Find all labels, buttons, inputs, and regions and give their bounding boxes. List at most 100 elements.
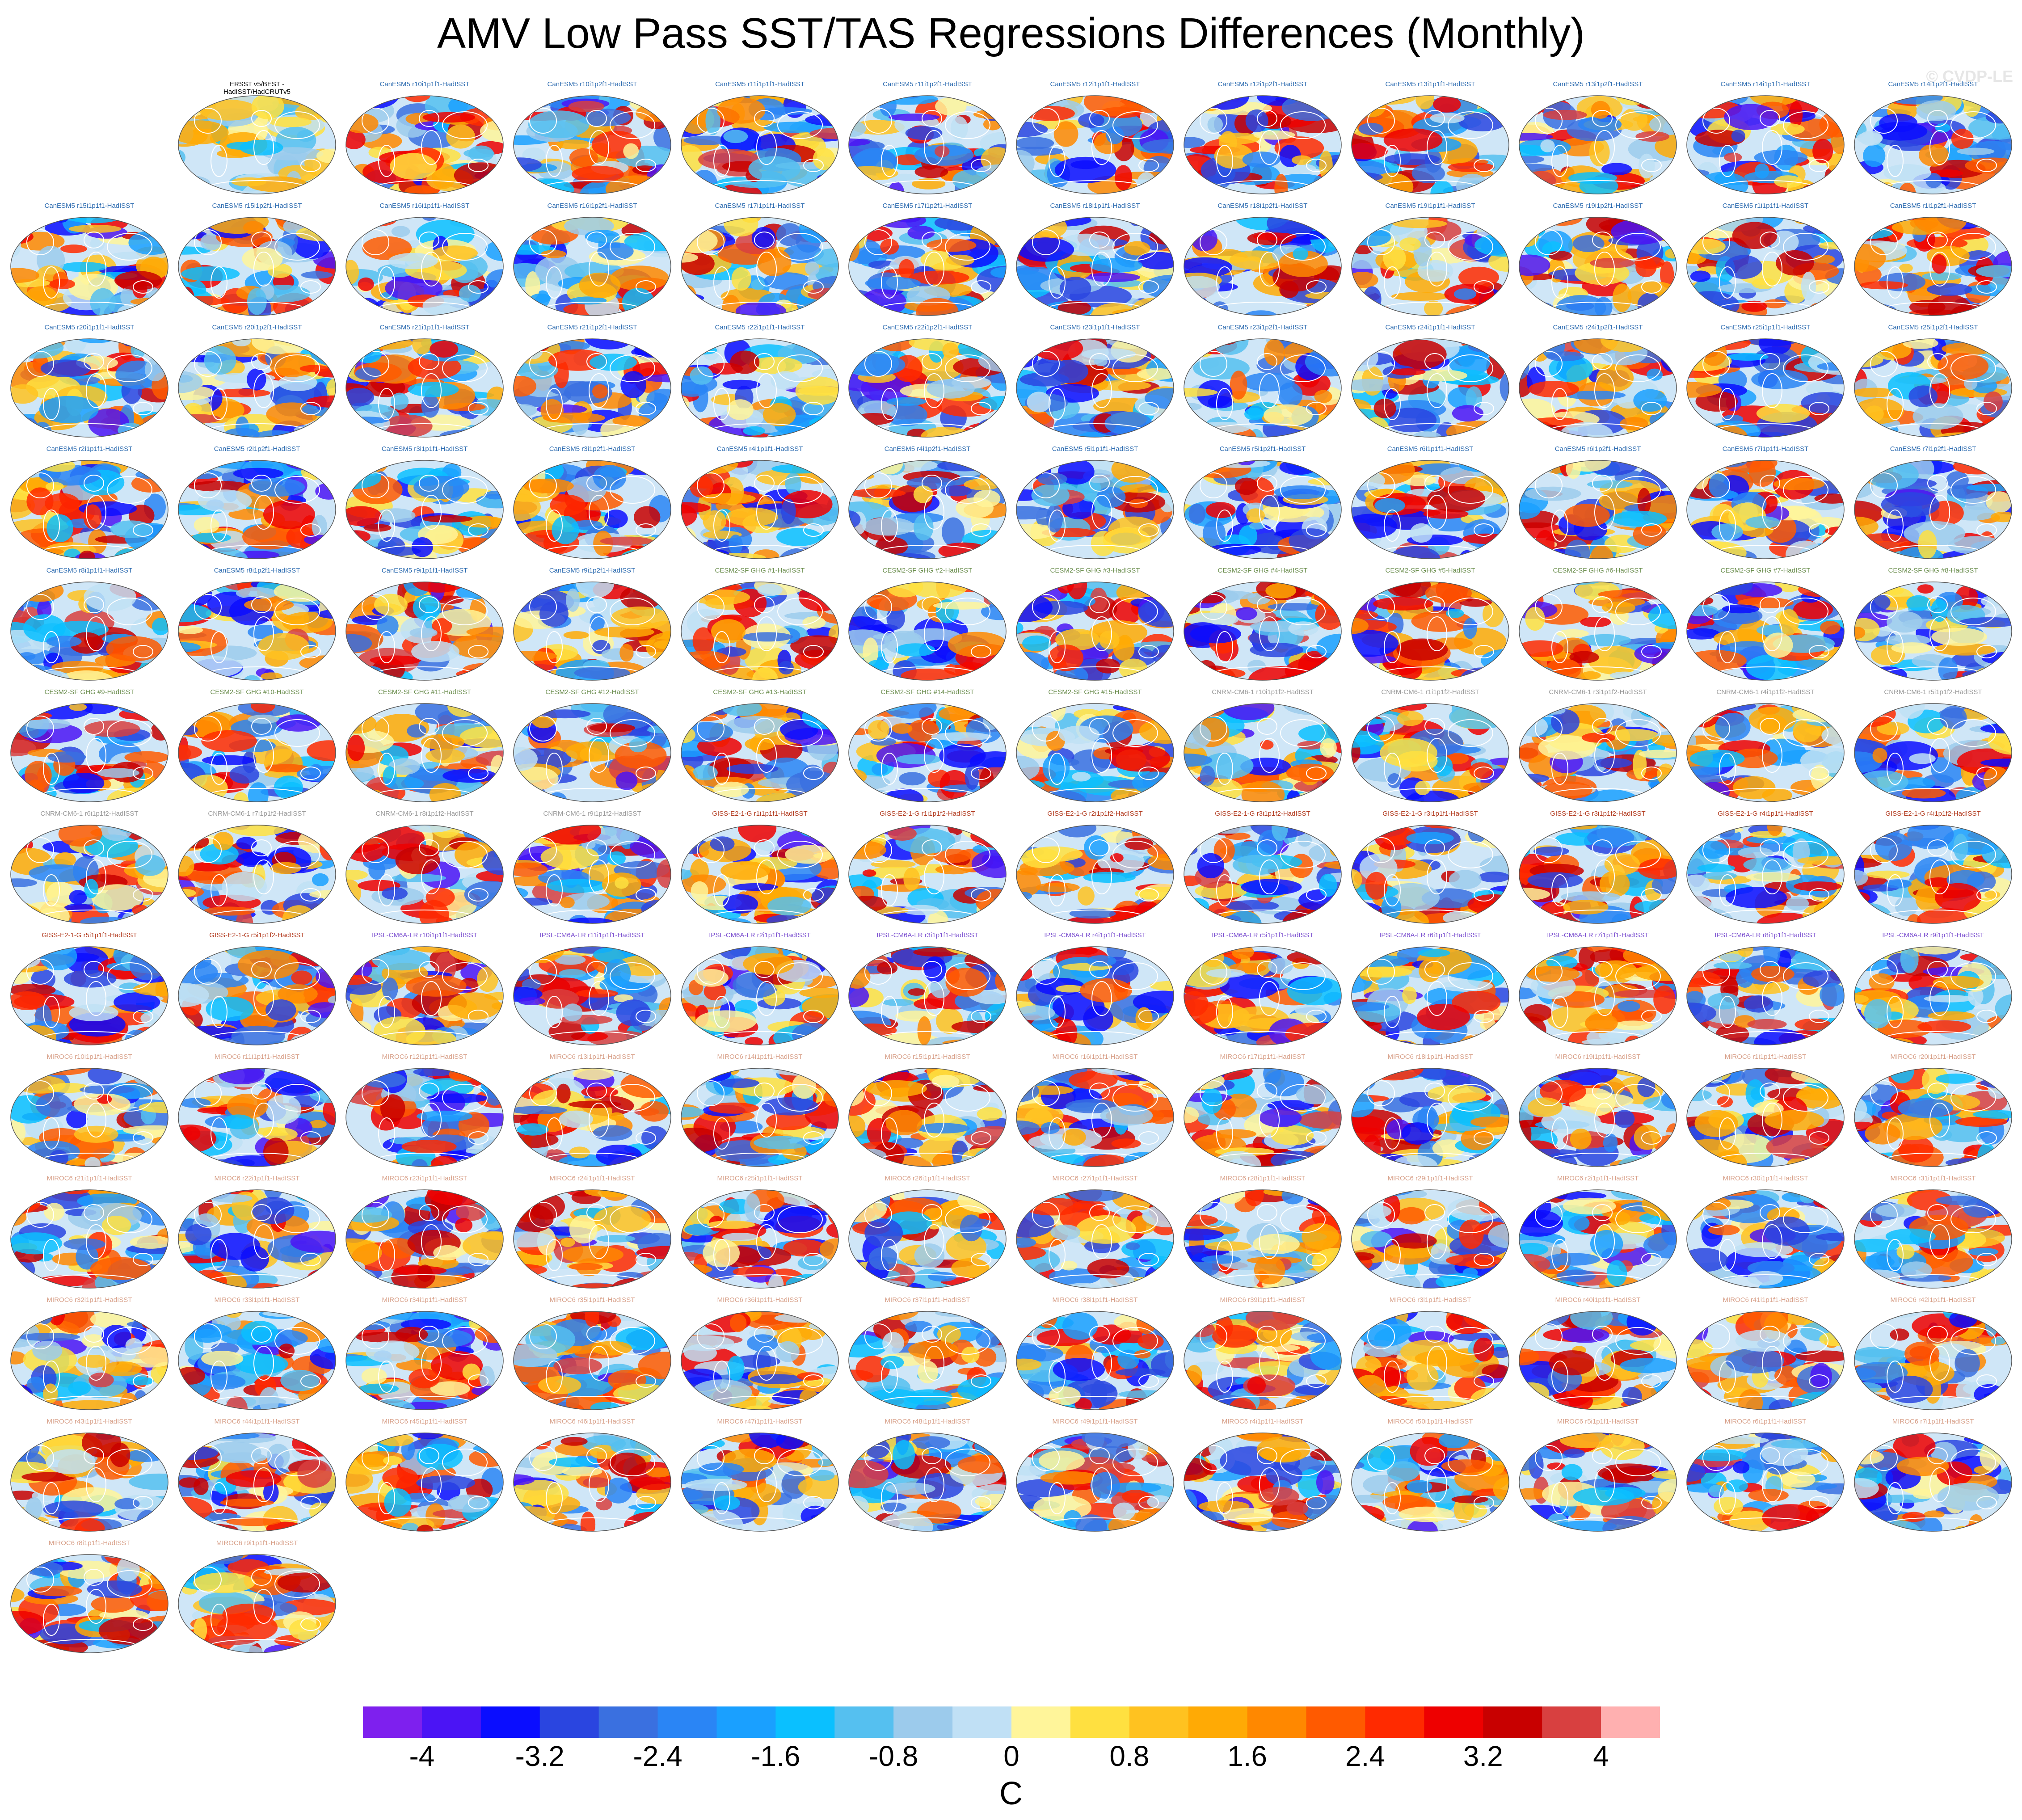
panel-title: MIROC6 r8i1p1f1-HadISST [48,1539,131,1547]
panel-title: MIROC6 r35i1p1f1-HadISST [549,1296,635,1304]
map [681,1068,839,1167]
panel-title: MIROC6 r11i1p1f1-HadISST [215,1053,299,1061]
map-panel: MIROC6 r2i1p1f1-HadISST [1517,1175,1678,1292]
map-panel: MIROC6 r44i1p1f1-HadISST [177,1418,337,1535]
map [1854,946,2012,1045]
panel-title: CanESM5 r24i1p2f1-HadISST [1553,324,1643,331]
map [1854,95,2012,194]
map-panel: CanESM5 r7i1p1f1-HadISST [1685,445,1846,562]
map [681,825,839,924]
map-panel: CNRM-CM6-1 r9i1p1f2-HadISST [512,810,673,927]
map-panel: MIROC6 r45i1p1f1-HadISST [344,1418,505,1535]
colorbar-swatch [1542,1706,1601,1738]
map-panel: MIROC6 r4i1p1f1-HadISST [1182,1418,1343,1535]
colorbar-tick-label: 1.6 [1227,1740,1268,1772]
panel-title: CanESM5 r11i1p1f1-HadISST [715,80,805,88]
panel-title: MIROC6 r38i1p1f1-HadISST [1052,1296,1138,1304]
map [1184,338,1342,438]
map-panel: MIROC6 r24i1p1f1-HadISST [512,1175,673,1292]
panel-title: MIROC6 r3i1p1f1-HadISST [1389,1296,1471,1304]
map [10,460,168,559]
map-panel: CNRM-CM6-1 r5i1p1f2-HadISST [1853,688,2014,805]
map [345,1189,504,1289]
panel-title: MIROC6 r32i1p1f1-HadISST [46,1296,132,1304]
map [1519,1189,1677,1289]
map-panel: MIROC6 r49i1p1f1-HadISST [1015,1418,1175,1535]
panel-title: CESM2-SF GHG #8-HadISST [1888,567,1978,574]
panel-title: CanESM5 r2i1p1f1-HadISST [46,445,133,453]
map [178,1554,336,1653]
panel-title: MIROC6 r5i1p1f1-HadISST [1557,1418,1639,1425]
map [1854,1068,2012,1167]
map-panel: MIROC6 r30i1p1f1-HadISST [1685,1175,1846,1292]
map-panel: CanESM5 r19i1p2f1-HadISST [1517,202,1678,319]
panel-title: MIROC6 r13i1p1f1-HadISST [549,1053,635,1061]
map-panel: CanESM5 r5i1p2f1-HadISST [1182,445,1343,562]
panel-title: CanESM5 r8i1p2f1-HadISST [214,567,300,574]
panel-title: CESM2-SF GHG #12-HadISST [545,688,639,696]
map-panel: CanESM5 r1i1p1f1-HadISST [1685,202,1846,319]
map [848,1311,1007,1410]
map-panel: CanESM5 r20i1p1f1-HadISST [9,324,170,441]
map [178,946,336,1045]
map [178,460,336,559]
map [10,217,168,316]
page-title: AMV Low Pass SST/TAS Regressions Differe… [437,9,1585,57]
map [345,1068,504,1167]
map [178,703,336,802]
map [1351,1432,1509,1532]
panel-title: CanESM5 r20i1p1f1-HadISST [44,324,135,331]
panel-title: MIROC6 r25i1p1f1-HadISST [717,1175,803,1182]
panel-title: CanESM5 r13i1p2f1-HadISST [1553,80,1643,88]
panel-title: CanESM5 r16i1p2f1-HadISST [547,202,637,210]
map-panel: IPSL-CM6A-LR r10i1p1f1-HadISST [344,931,505,1049]
panel-title: MIROC6 r27i1p1f1-HadISST [1052,1175,1138,1182]
map-panel: MIROC6 r48i1p1f1-HadISST [847,1418,1008,1535]
map [1519,825,1677,924]
map-panel: CESM2-SF GHG #2-HadISST [847,567,1008,684]
panel-title: MIROC6 r33i1p1f1-HadISST [214,1296,300,1304]
map-panel: CNRM-CM6-1 r4i1p1f2-HadISST [1685,688,1846,805]
map-panel: CanESM5 r24i1p1f1-HadISST [1350,324,1511,441]
map-panel: CanESM5 r10i1p1f1-HadISST [344,80,505,198]
map [848,217,1007,316]
map [1184,217,1342,316]
map-panel: MIROC6 r39i1p1f1-HadISST [1182,1296,1343,1413]
map [345,1432,504,1532]
map [345,946,504,1045]
map [1351,217,1509,316]
colorbar-tick-label: 3.2 [1463,1740,1503,1772]
map-panel: GISS-E2-1-G r2i1p1f2-HadISST [1015,810,1175,927]
panel-title: CanESM5 r6i1p1f1-HadISST [1387,445,1474,453]
panel-title: IPSL-CM6A-LR r11i1p1f1-HadISST [539,931,645,939]
map [1184,1068,1342,1167]
map-panel: CanESM5 r12i1p2f1-HadISST [1182,80,1343,198]
panel-title: ERSST v5/BEST - HadISST/HadCRUTv5 [223,80,291,96]
map-panel: CanESM5 r21i1p2f1-HadISST [512,324,673,441]
map [681,460,839,559]
panel-title: MIROC6 r16i1p1f1-HadISST [1052,1053,1138,1061]
map [1184,1311,1342,1410]
panel-title: CESM2-SF GHG #11-HadISST [378,688,472,696]
panel-title: CanESM5 r2i1p2f1-HadISST [214,445,300,453]
panel-title: MIROC6 r30i1p1f1-HadISST [1723,1175,1808,1182]
panel-title: CanESM5 r10i1p2f1-HadISST [547,80,637,88]
map-panel: MIROC6 r20i1p1f1-HadISST [1853,1053,2014,1170]
map [178,825,336,924]
colorbar-tick-label: 4 [1593,1740,1609,1772]
map [1854,338,2012,438]
panel-title: CanESM5 r3i1p1f1-HadISST [381,445,468,453]
panel-title: CanESM5 r7i1p2f1-HadISST [1890,445,1976,453]
panel-title: CESM2-SF GHG #9-HadISST [44,688,135,696]
panel-title: CanESM5 r13i1p1f1-HadISST [1385,80,1475,88]
map-panel: CanESM5 r14i1p1f1-HadISST [1685,80,1846,198]
map [1016,1432,1174,1532]
map-panel: CanESM5 r22i1p2f1-HadISST [847,324,1008,441]
map-panel: CanESM5 r3i1p2f1-HadISST [512,445,673,562]
map [1016,338,1174,438]
map [681,1432,839,1532]
map [1854,703,2012,802]
map-panel: CanESM5 r13i1p1f1-HadISST [1350,80,1511,198]
colorbar-swatch [1011,1706,1071,1738]
map-panel: CESM2-SF GHG #12-HadISST [512,688,673,805]
